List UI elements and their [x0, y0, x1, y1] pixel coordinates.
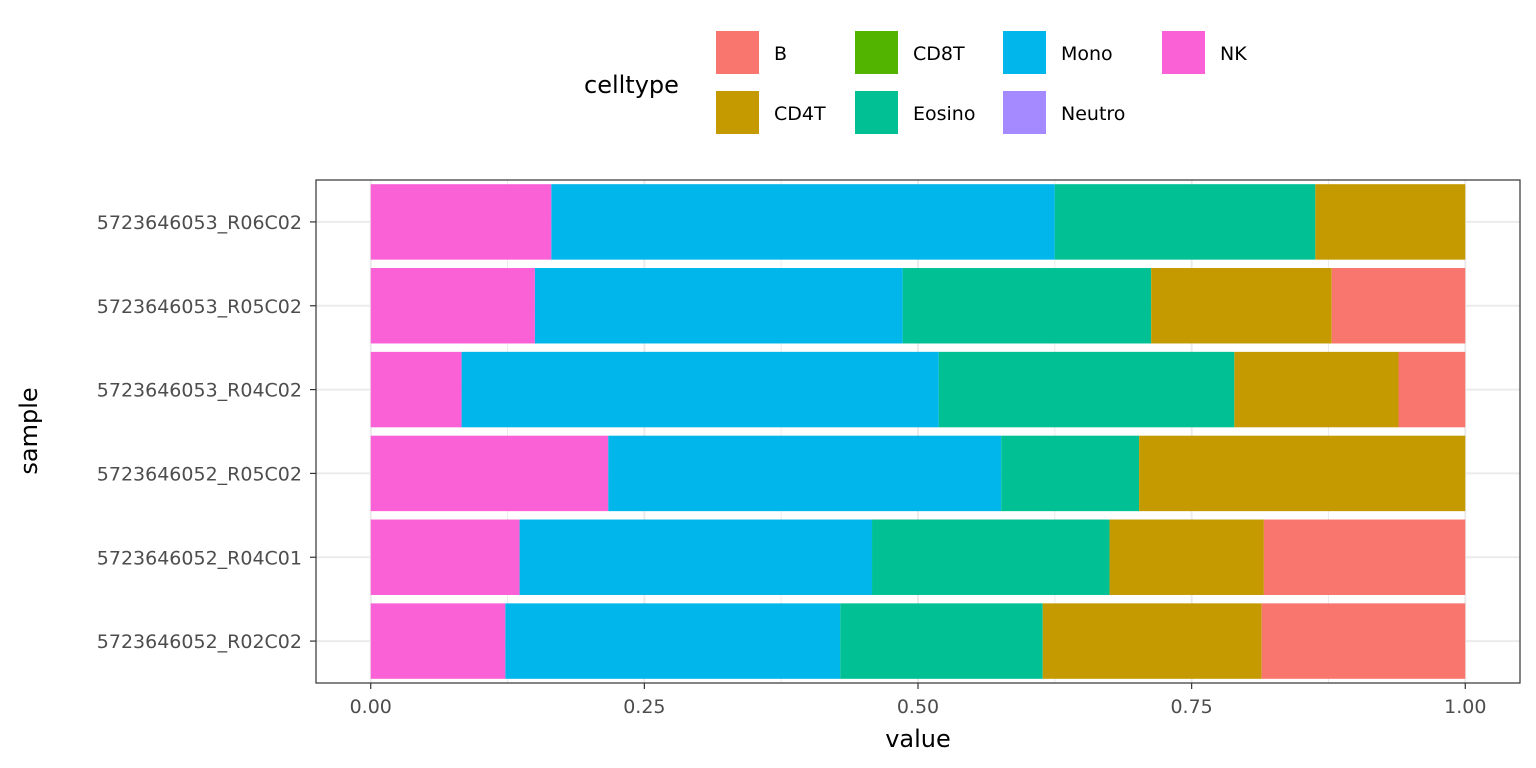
bar-nk-5723646052-r04c01	[370, 519, 520, 595]
x-tick-label: 0.50	[897, 696, 939, 718]
legend-item-b: B	[716, 31, 787, 74]
bar-mono-5723646052-r02c02	[505, 603, 841, 679]
legend-label: Mono	[1061, 43, 1113, 65]
legend-swatch	[855, 91, 898, 134]
bar-eosino-5723646053-r05c02	[902, 268, 1152, 344]
legend-label: NK	[1220, 43, 1247, 65]
y-tick-label: 5723646053_R05C02	[97, 296, 302, 318]
bar-b-5723646052-r04c01	[1263, 519, 1466, 595]
legend-label: B	[774, 43, 787, 65]
y-tick-label: 5723646052_R04C01	[97, 547, 302, 569]
legend-swatch	[855, 31, 898, 74]
bar-mono-5723646053-r06c02	[551, 184, 1055, 260]
x-axis-title: value	[885, 725, 951, 753]
y-tick-label: 5723646052_R05C02	[97, 463, 302, 485]
bar-b-5723646052-r02c02	[1261, 603, 1466, 679]
bar-eosino-5723646052-r05c02	[1001, 435, 1140, 512]
x-tick-label: 1.00	[1444, 696, 1486, 718]
bar-cd4t-5723646053-r05c02	[1151, 268, 1332, 344]
legend: celltype B CD4T CD8T Eosino Mono Neutro NK	[584, 31, 1247, 134]
bar-eosino-5723646052-r02c02	[840, 603, 1043, 679]
bar-mono-5723646052-r04c01	[519, 519, 873, 595]
legend-label: Eosino	[913, 103, 975, 125]
bar-mono-5723646053-r05c02	[534, 268, 903, 344]
bar-cd4t-5723646053-r04c02	[1234, 351, 1399, 428]
y-tick-label: 5723646053_R06C02	[97, 212, 302, 234]
bar-eosino-5723646052-r04c01	[872, 519, 1110, 595]
legend-swatch	[1003, 31, 1046, 74]
y-tick-label: 5723646052_R02C02	[97, 631, 302, 653]
bar-mono-5723646052-r05c02	[608, 435, 1002, 512]
legend-item-cd8t: CD8T	[855, 31, 965, 74]
legend-swatch	[716, 91, 759, 134]
legend-swatch	[1162, 31, 1205, 74]
bar-nk-5723646052-r05c02	[370, 435, 609, 512]
bar-nk-5723646053-r04c02	[370, 351, 462, 428]
bar-nk-5723646052-r02c02	[370, 603, 506, 679]
legend-item-cd4t: CD4T	[716, 91, 826, 134]
bar-b-5723646053-r04c02	[1398, 351, 1466, 428]
legend-item-eosino: Eosino	[855, 91, 975, 134]
legend-swatch	[1003, 91, 1046, 134]
bar-cd4t-5723646052-r05c02	[1139, 435, 1466, 512]
legend-title: celltype	[584, 71, 679, 99]
bar-eosino-5723646053-r06c02	[1054, 184, 1316, 260]
x-tick-label: 0.75	[1170, 696, 1212, 718]
legend-item-neutro: Neutro	[1003, 91, 1125, 134]
bar-eosino-5723646053-r04c02	[938, 351, 1235, 428]
legend-label: Neutro	[1061, 103, 1125, 125]
legend-item-nk: NK	[1162, 31, 1247, 74]
bar-mono-5723646053-r04c02	[461, 351, 939, 428]
bar-cd4t-5723646052-r02c02	[1042, 603, 1262, 679]
bar-b-5723646053-r05c02	[1331, 268, 1466, 344]
legend-label: CD8T	[913, 43, 965, 65]
bar-cd4t-5723646053-r06c02	[1315, 184, 1466, 260]
y-axis-title: sample	[15, 387, 43, 474]
legend-swatch	[716, 31, 759, 74]
bar-cd4t-5723646052-r04c01	[1109, 519, 1264, 595]
y-tick-label: 5723646053_R04C02	[97, 380, 302, 402]
legend-label: CD4T	[774, 103, 826, 125]
x-tick-label: 0.00	[350, 696, 392, 718]
x-tick-label: 0.25	[623, 696, 665, 718]
bar-nk-5723646053-r06c02	[370, 184, 552, 260]
bar-nk-5723646053-r05c02	[370, 268, 535, 344]
legend-item-mono: Mono	[1003, 31, 1113, 74]
